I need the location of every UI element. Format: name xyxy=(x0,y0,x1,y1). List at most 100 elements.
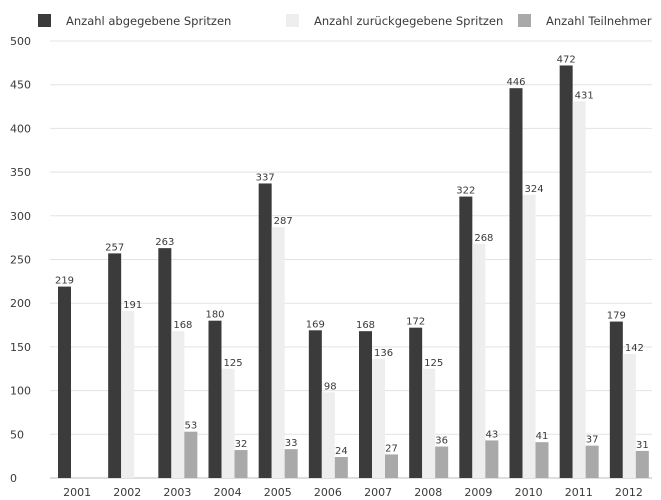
bar-abgegeben xyxy=(409,327,423,478)
bar-zurueck xyxy=(522,194,536,478)
bar-teilnehmer xyxy=(184,431,198,478)
x-tick-label: 2006 xyxy=(314,486,342,499)
data-label: 33 xyxy=(285,438,298,449)
bar-zurueck xyxy=(271,227,285,478)
bar-abgegeben xyxy=(559,65,573,479)
bar-abgegeben xyxy=(609,321,623,478)
data-label: 27 xyxy=(385,443,398,454)
y-axis-ticks: 0 50 100 150 200 250 300 350 400 450 500 xyxy=(10,35,31,485)
data-label: 142 xyxy=(625,343,644,354)
bar-zurueck xyxy=(221,368,235,478)
bar-abgegeben xyxy=(108,253,122,478)
data-label: 125 xyxy=(224,358,243,369)
data-label: 337 xyxy=(256,172,275,183)
bar-abgegeben xyxy=(58,286,71,478)
y-tick-label: 400 xyxy=(10,122,31,135)
x-tick-label: 2003 xyxy=(163,486,191,499)
y-tick-label: 100 xyxy=(10,385,31,398)
data-label: 322 xyxy=(456,186,475,197)
x-tick-label: 2012 xyxy=(615,486,643,499)
y-tick-label: 450 xyxy=(10,79,31,92)
legend: Anzahl abgegebene Spritzen Anzahl zurückg… xyxy=(38,14,652,28)
y-tick-label: 350 xyxy=(10,166,31,179)
y-tick-label: 300 xyxy=(10,210,31,223)
x-tick-label: 2002 xyxy=(113,486,141,499)
data-label: 168 xyxy=(173,320,192,331)
x-tick-label: 2004 xyxy=(214,486,242,499)
data-label: 31 xyxy=(636,440,649,451)
data-label: 268 xyxy=(474,233,493,244)
y-tick-label: 0 xyxy=(10,472,17,485)
bar-zurueck xyxy=(472,243,486,478)
y-tick-label: 150 xyxy=(10,341,31,354)
bars xyxy=(58,65,649,479)
legend-swatch xyxy=(286,14,299,27)
data-label: 180 xyxy=(205,310,224,321)
data-label: 168 xyxy=(356,320,375,331)
bar-abgegeben xyxy=(258,183,272,478)
data-label: 257 xyxy=(105,242,124,253)
x-tick-label: 2009 xyxy=(464,486,492,499)
x-tick-label: 2001 xyxy=(63,486,91,499)
x-tick-label: 2008 xyxy=(414,486,442,499)
data-label: 98 xyxy=(324,381,337,392)
bar-abgegeben xyxy=(509,88,523,479)
bar-teilnehmer xyxy=(234,450,248,478)
bar-zurueck xyxy=(321,392,335,478)
legend-swatch xyxy=(518,14,531,27)
data-label: 287 xyxy=(274,216,293,227)
data-label: 191 xyxy=(123,300,142,311)
data-label: 43 xyxy=(485,429,498,440)
bar-teilnehmer xyxy=(535,442,549,478)
bar-abgegeben xyxy=(208,320,222,478)
bar-teilnehmer xyxy=(585,445,599,478)
data-label: 125 xyxy=(424,358,443,369)
bar-teilnehmer xyxy=(334,457,348,478)
data-label: 37 xyxy=(586,435,599,446)
gridlines xyxy=(50,40,652,479)
data-label: 41 xyxy=(536,431,549,442)
bar-abgegeben xyxy=(158,248,172,478)
data-label: 172 xyxy=(406,317,425,328)
data-label: 36 xyxy=(435,436,448,447)
bar-teilnehmer xyxy=(485,440,499,478)
bar-zurueck xyxy=(121,311,135,478)
bar-abgegeben xyxy=(459,196,473,478)
data-label: 219 xyxy=(55,276,74,287)
x-tick-label: 2011 xyxy=(565,486,593,499)
bar-zurueck xyxy=(171,331,185,478)
x-tick-label: 2005 xyxy=(264,486,292,499)
data-label: 431 xyxy=(575,90,594,101)
bar-zurueck xyxy=(422,368,436,478)
legend-swatch xyxy=(38,14,51,27)
bar-abgegeben xyxy=(359,331,372,478)
bar-teilnehmer xyxy=(284,449,298,478)
data-label: 472 xyxy=(557,54,576,65)
data-label: 136 xyxy=(374,348,393,359)
legend-label: Anzahl abgegebene Spritzen xyxy=(66,14,231,28)
legend-label: Anzahl zurückgegebene Spritzen xyxy=(314,14,503,28)
x-tick-label: 2007 xyxy=(364,486,392,499)
data-label: 32 xyxy=(235,439,248,450)
x-axis-ticks: 2001 2002 2003 2004 2005 2006 2007 2008 2009 2010… xyxy=(63,486,643,499)
data-label: 24 xyxy=(335,446,348,457)
y-tick-label: 250 xyxy=(10,254,31,267)
data-label: 263 xyxy=(155,237,174,248)
bar-zurueck xyxy=(622,353,636,478)
y-tick-label: 200 xyxy=(10,297,31,310)
bar-teilnehmer xyxy=(385,454,398,478)
legend-label: Anzahl Teilnehmer xyxy=(546,14,652,28)
y-tick-label: 500 xyxy=(10,35,31,48)
data-label: 324 xyxy=(525,184,544,195)
bar-zurueck xyxy=(372,359,385,478)
x-tick-label: 2010 xyxy=(515,486,543,499)
bar-abgegeben xyxy=(308,330,322,478)
data-label: 446 xyxy=(506,77,525,88)
data-label: 169 xyxy=(306,319,325,330)
data-label: 53 xyxy=(184,421,197,432)
bar-teilnehmer xyxy=(635,450,649,478)
data-label: 179 xyxy=(607,311,626,322)
bar-zurueck xyxy=(572,101,586,478)
